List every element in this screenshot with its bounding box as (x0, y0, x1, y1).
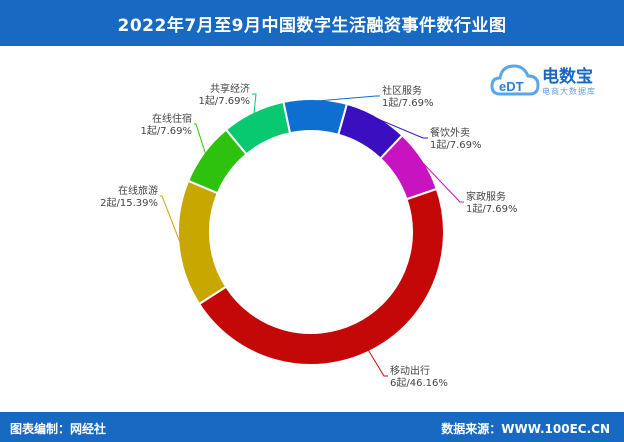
slice-3 (197, 187, 445, 366)
slice-name-label: 在线旅游 (118, 184, 158, 197)
slice-0 (282, 98, 349, 136)
slice-name-label: 餐饮外卖 (430, 126, 470, 139)
slice-4 (177, 179, 228, 306)
leader-line-1 (375, 117, 428, 139)
logo-brand: 电数宝 (542, 67, 593, 87)
slice-name-label: 社区服务 (382, 84, 422, 97)
slice-name-label: 共享经济 (210, 82, 250, 95)
slice-value-label: 1起/7.69% (382, 97, 434, 109)
leader-line-3 (367, 349, 388, 377)
footer-source: 数据来源：WWW.100EC.CN (441, 422, 610, 436)
logo: eDT 电数宝 电商大数据库 (490, 56, 610, 108)
slice-value-label: 2起/15.39% (100, 197, 158, 209)
chart-title: 2022年7月至9月中国数字生活融资事件数行业图 (117, 15, 507, 36)
chart-title-bar: 2022年7月至9月中国数字生活融资事件数行业图 (0, 0, 624, 46)
leader-line-0 (315, 95, 380, 102)
slice-value-label: 1起/7.69% (466, 203, 518, 215)
footer-credit: 图表编制：网经社 (10, 422, 107, 436)
slice-value-label: 6起/46.16% (390, 377, 448, 389)
logo-subtitle: 电商大数据库 (542, 87, 596, 96)
slice-6 (224, 100, 292, 156)
logo-mark: eDT (499, 79, 524, 94)
cloud-logo-icon: eDT (490, 64, 540, 96)
leader-line-4 (160, 195, 181, 244)
slice-name-label: 在线住宿 (152, 112, 192, 125)
donut-chart: 社区服务1起/7.69%餐饮外卖1起/7.69%家政服务1起/7.69%移动出行… (100, 82, 518, 389)
slice-name-label: 家政服务 (466, 190, 506, 203)
leader-line-6 (252, 93, 257, 115)
footer-bar: 图表编制：网经社 数据来源：WWW.100EC.CN (0, 412, 624, 442)
slice-value-label: 1起/7.69% (141, 125, 193, 137)
leader-line-5 (194, 123, 207, 155)
leader-line-2 (420, 160, 464, 203)
slice-value-label: 1起/7.69% (430, 139, 482, 151)
slice-name-label: 移动出行 (390, 364, 430, 377)
slice-value-label: 1起/7.69% (199, 95, 251, 107)
